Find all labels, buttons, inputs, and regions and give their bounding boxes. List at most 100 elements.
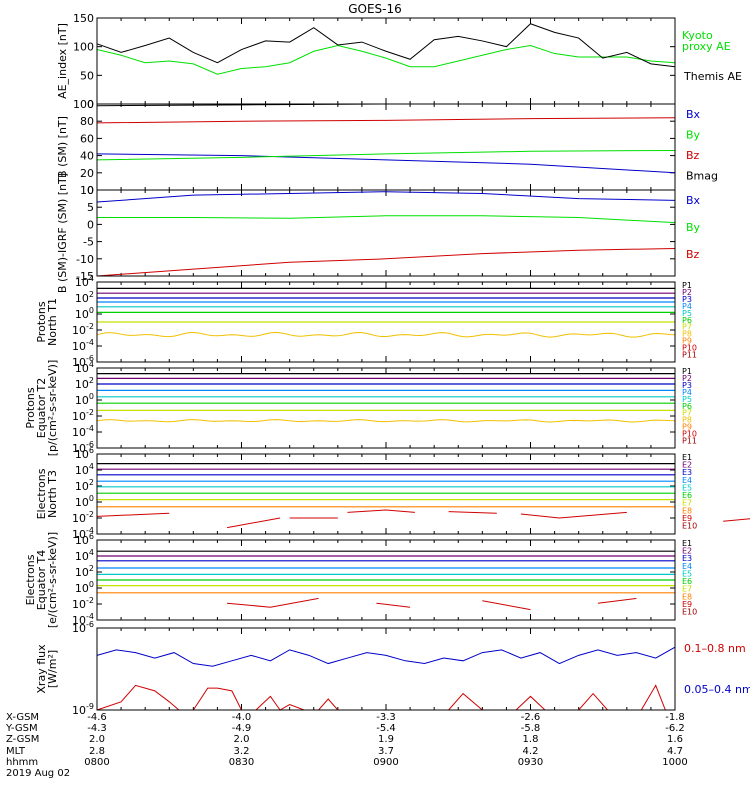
legend-label-bz: Bz xyxy=(686,248,700,261)
y-axis-label-line: Electrons xyxy=(24,554,37,605)
legend-label-e4: E4 xyxy=(682,562,692,571)
orbit-value: -4.9 xyxy=(232,723,252,734)
y-axis-label-line: [p/(cm²-s-sr-keV)] xyxy=(46,360,59,457)
y-tick-label: 10-4 xyxy=(72,424,94,439)
orbit-value: -4.6 xyxy=(87,712,107,723)
legend-label-p8: P8 xyxy=(682,330,692,339)
y-tick-label: 20 xyxy=(80,167,94,180)
y-axis-label-line: North T3 xyxy=(46,470,59,518)
y-axis-label-line: Equator T4 xyxy=(35,550,48,610)
y-tick-label: 10-4 xyxy=(72,338,94,353)
legend-label-by: By xyxy=(686,128,701,141)
panel-frame xyxy=(96,627,676,711)
y-tick-label: 104 xyxy=(75,274,94,289)
legend-label-e5: E5 xyxy=(682,569,692,578)
y-tick-label: -10 xyxy=(76,253,94,266)
legend-label-e1: E1 xyxy=(682,453,692,462)
legend-label-e7: E7 xyxy=(682,585,692,594)
y-tick-label: 100 xyxy=(75,580,94,595)
legend-label-kyoto: proxy AE xyxy=(682,40,731,53)
y-axis-label-line: Equator T2 xyxy=(35,378,48,438)
orbit-value: 3.2 xyxy=(234,746,250,757)
orbit-value: 2.0 xyxy=(234,734,250,745)
y-tick-label: 104 xyxy=(75,462,94,477)
legend-label-e6: E6 xyxy=(682,491,692,500)
legend-label-e1: E1 xyxy=(682,539,692,548)
y-tick-label: 80 xyxy=(80,115,94,128)
y-tick-label: 5 xyxy=(87,201,94,214)
legend-label-e8: E8 xyxy=(682,506,692,515)
y-tick-label: 102 xyxy=(75,290,94,305)
y-axis-label-line: [W/m²] xyxy=(46,650,59,688)
legend-label-bx: Bx xyxy=(686,108,701,121)
plot-date: 2019 Aug 02 xyxy=(6,768,70,779)
legend-label-e3: E3 xyxy=(682,554,692,563)
y-tick-label: 102 xyxy=(75,478,94,493)
series-bx-line xyxy=(96,191,676,203)
orbit-value: 0900 xyxy=(373,757,398,768)
orbit-value: -5.4 xyxy=(376,723,396,734)
orbit-value: -1.8 xyxy=(665,712,685,723)
y-axis-label-line: Protons xyxy=(35,301,48,342)
legend-label-p4: P4 xyxy=(682,302,692,311)
y-tick-label: 100 xyxy=(73,41,94,54)
orbit-value: 1.6 xyxy=(667,734,683,745)
y-tick-label: 104 xyxy=(75,360,94,375)
y-axis-label-line: Protons xyxy=(24,387,37,428)
y-axis-label: Xray flux[W/m²] xyxy=(35,644,59,694)
orbit-value: -5.8 xyxy=(521,723,541,734)
legend-label-p6: P6 xyxy=(682,402,692,411)
series-e9-segment-6 xyxy=(520,511,627,519)
series-p8-line xyxy=(96,331,676,338)
y-tick-label: 10-2 xyxy=(72,596,94,611)
y-axis-label: B (SM)-IGRF (SM) [nT] xyxy=(56,173,69,293)
y-tick-label: 100 xyxy=(75,306,94,321)
legend-label-p2: P2 xyxy=(682,374,692,383)
orbit-value: -2.6 xyxy=(521,712,541,723)
legend-label-p3: P3 xyxy=(682,295,692,304)
legend-label-p4: P4 xyxy=(682,388,692,397)
legend-label-e4: E4 xyxy=(682,476,692,485)
y-axis-label-line: B (SM)-IGRF (SM) [nT] xyxy=(56,173,69,293)
legend-label-e9: E9 xyxy=(682,600,692,609)
series-p8-line xyxy=(96,419,676,423)
legend-label-e9: E9 xyxy=(682,514,692,523)
orbit-table: X-GSM -4.6 -4.0 -3.3 -2.6 -1.8 Y-GSM -4.3 -4.9 -5… xyxy=(5,712,688,779)
orbit-row-label-z-gsm: Z-GSM xyxy=(6,734,39,745)
legend-label-by: By xyxy=(686,221,701,234)
orbit-row-label-mlt: MLT xyxy=(6,746,26,757)
y-tick-label: 0 xyxy=(87,98,94,111)
legend-label-e6: E6 xyxy=(682,577,692,586)
y-axis-label-line: [e/(cm²-s-sr-keV)] xyxy=(46,532,59,628)
series-e9-segment-4 xyxy=(597,597,637,604)
orbit-value: -6.2 xyxy=(665,723,685,734)
legend-label-e2: E2 xyxy=(682,461,692,470)
y-tick-label: 50 xyxy=(80,69,94,82)
y-tick-label: 60 xyxy=(80,132,94,145)
y-tick-label: 106 xyxy=(75,446,94,461)
orbit-value: 1.8 xyxy=(523,734,539,745)
series-themis-ae-line xyxy=(96,23,676,68)
series-0-05-0-4-nm-line xyxy=(96,646,676,667)
legend-label-kyoto: Kyoto xyxy=(682,29,713,42)
orbit-value: 1.9 xyxy=(378,734,394,745)
panel-frame xyxy=(96,539,676,621)
legend-label-p3: P3 xyxy=(682,381,692,390)
legend-label-themis: Themis AE xyxy=(683,70,742,83)
panel-frame xyxy=(96,189,676,277)
y-tick-label: 100 xyxy=(73,98,94,111)
legend-label-bz: Bz xyxy=(686,149,700,162)
y-tick-label: 10 xyxy=(80,184,94,197)
legend-label-e8: E8 xyxy=(682,592,692,601)
y-tick-label: 0 xyxy=(87,218,94,231)
panel-frame xyxy=(96,103,676,191)
